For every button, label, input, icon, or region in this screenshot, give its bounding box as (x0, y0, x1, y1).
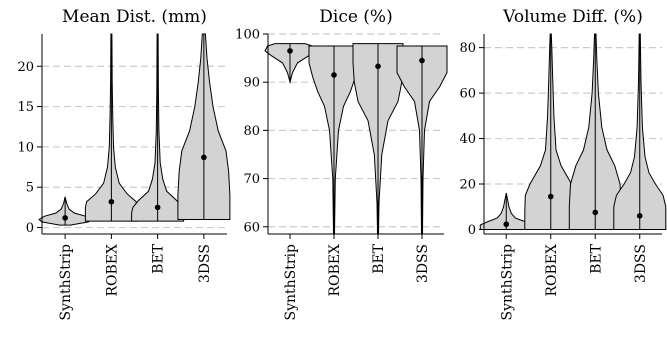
median-dot-synthstrip (62, 215, 68, 221)
median-dot-bet (154, 204, 161, 211)
y-tick-label: 20 (459, 178, 476, 193)
panel-title: Mean Dist. (mm) (62, 7, 207, 27)
y-tick-label: 100 (235, 28, 260, 43)
x-tick-label: BET (588, 243, 604, 274)
x-tick-label: 3DSS (633, 244, 649, 283)
y-tick-label: 5 (26, 181, 34, 196)
panel-1: Mean Dist. (mm) 0 5 10 15 20 SynthStrip ROBEX BE… (17, 7, 231, 321)
y-tick-label: 60 (243, 220, 260, 235)
y-tick-label: 80 (459, 41, 476, 56)
panel-3: Volume Diff. (%) 0 20 40 60 80 SynthStrip ROBEX… (459, 7, 667, 321)
median-dot-3dss (636, 213, 643, 219)
panel-title: Dice (%) (319, 7, 392, 27)
median-dot-bet (592, 209, 599, 216)
median-dot-robex (547, 193, 554, 200)
y-tick-label: 60 (459, 87, 476, 102)
x-tick-label: ROBEX (104, 244, 120, 297)
x-tick-label: 3DSS (415, 244, 431, 283)
y-tick-label: 20 (17, 60, 34, 75)
median-dot-robex (108, 198, 115, 205)
y-tick-label: 0 (468, 223, 476, 238)
median-dot-3dss (419, 57, 425, 64)
y-tick-label: 40 (459, 132, 476, 147)
y-tick-label: 0 (26, 221, 34, 236)
y-tick-label: 10 (17, 140, 34, 155)
median-dot-bet (375, 63, 381, 70)
panel-title: Volume Diff. (%) (502, 7, 643, 27)
y-tick-label: 70 (243, 172, 260, 187)
y-tick-label: 15 (17, 100, 34, 115)
x-tick-label: ROBEX (544, 244, 560, 297)
panel-2: Dice (%) 60 70 80 90 100 SynthStrip ROBEX BET 3DS… (235, 7, 448, 321)
x-tick-label: ROBEX (327, 244, 343, 297)
y-tick-label: 80 (243, 124, 260, 139)
median-dot-synthstrip (287, 48, 293, 54)
y-tick-label: 90 (243, 76, 260, 91)
x-tick-label: SynthStrip (499, 244, 515, 321)
x-tick-label: BET (151, 243, 167, 274)
x-tick-label: BET (371, 243, 387, 274)
median-dot-3dss (201, 154, 207, 161)
x-tick-label: SynthStrip (58, 244, 74, 321)
x-tick-label: 3DSS (197, 244, 213, 283)
median-dot-robex (331, 72, 337, 78)
x-tick-label: SynthStrip (283, 244, 299, 321)
median-dot-synthstrip (503, 221, 510, 228)
